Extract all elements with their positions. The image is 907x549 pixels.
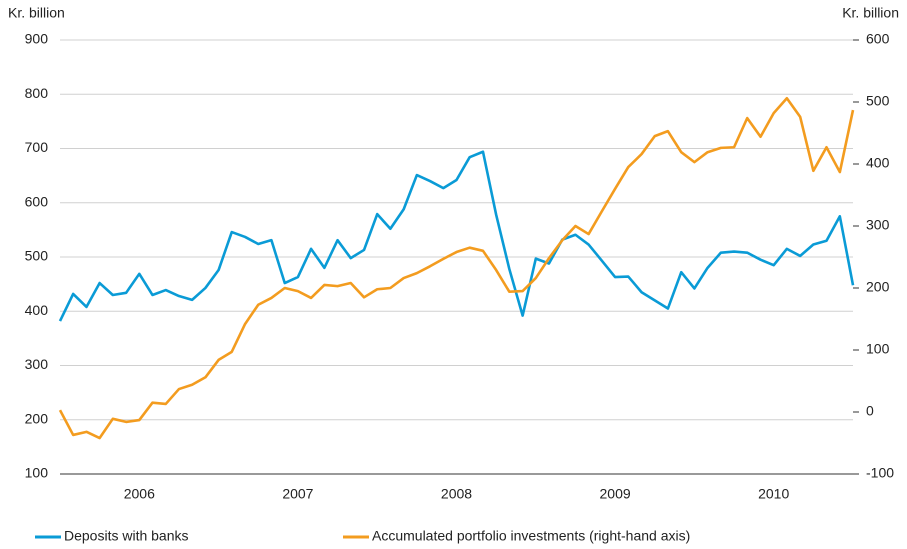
- y-tick-label: 600: [25, 193, 49, 209]
- y2-tick-label: 400: [866, 155, 890, 171]
- data-line: [58, 96, 855, 440]
- y2-axis-label: Kr. billion: [842, 5, 899, 21]
- data-line: [58, 150, 855, 322]
- x-tick-label: 2010: [758, 486, 789, 502]
- y-tick-label: 500: [25, 248, 49, 264]
- y-tick-label: 100: [25, 465, 49, 481]
- y-tick-label: 900: [25, 31, 49, 47]
- x-tick-label: 2009: [600, 486, 631, 502]
- y2-tick-label: 300: [866, 217, 890, 233]
- y-tick-label: 800: [25, 85, 49, 101]
- y2-tick-label: 600: [866, 31, 890, 47]
- y2-tick-label: 200: [866, 279, 890, 295]
- legend-label: Deposits with banks: [64, 528, 189, 544]
- y2-tick-label: 0: [866, 403, 874, 419]
- x-tick-label: 2007: [282, 486, 313, 502]
- y-axis-label: Kr. billion: [8, 5, 65, 21]
- x-tick-label: 2008: [441, 486, 472, 502]
- legend-label: Accumulated portfolio investments (right…: [372, 528, 690, 544]
- y-tick-label: 300: [25, 356, 49, 372]
- x-tick-label: 2006: [124, 486, 155, 502]
- y2-tick-label: 500: [866, 93, 890, 109]
- y-tick-label: 200: [25, 410, 49, 426]
- y-tick-label: 400: [25, 302, 49, 318]
- y2-tick-label: 100: [866, 341, 890, 357]
- y-tick-label: 700: [25, 139, 49, 155]
- y2-tick-label: -100: [866, 465, 894, 481]
